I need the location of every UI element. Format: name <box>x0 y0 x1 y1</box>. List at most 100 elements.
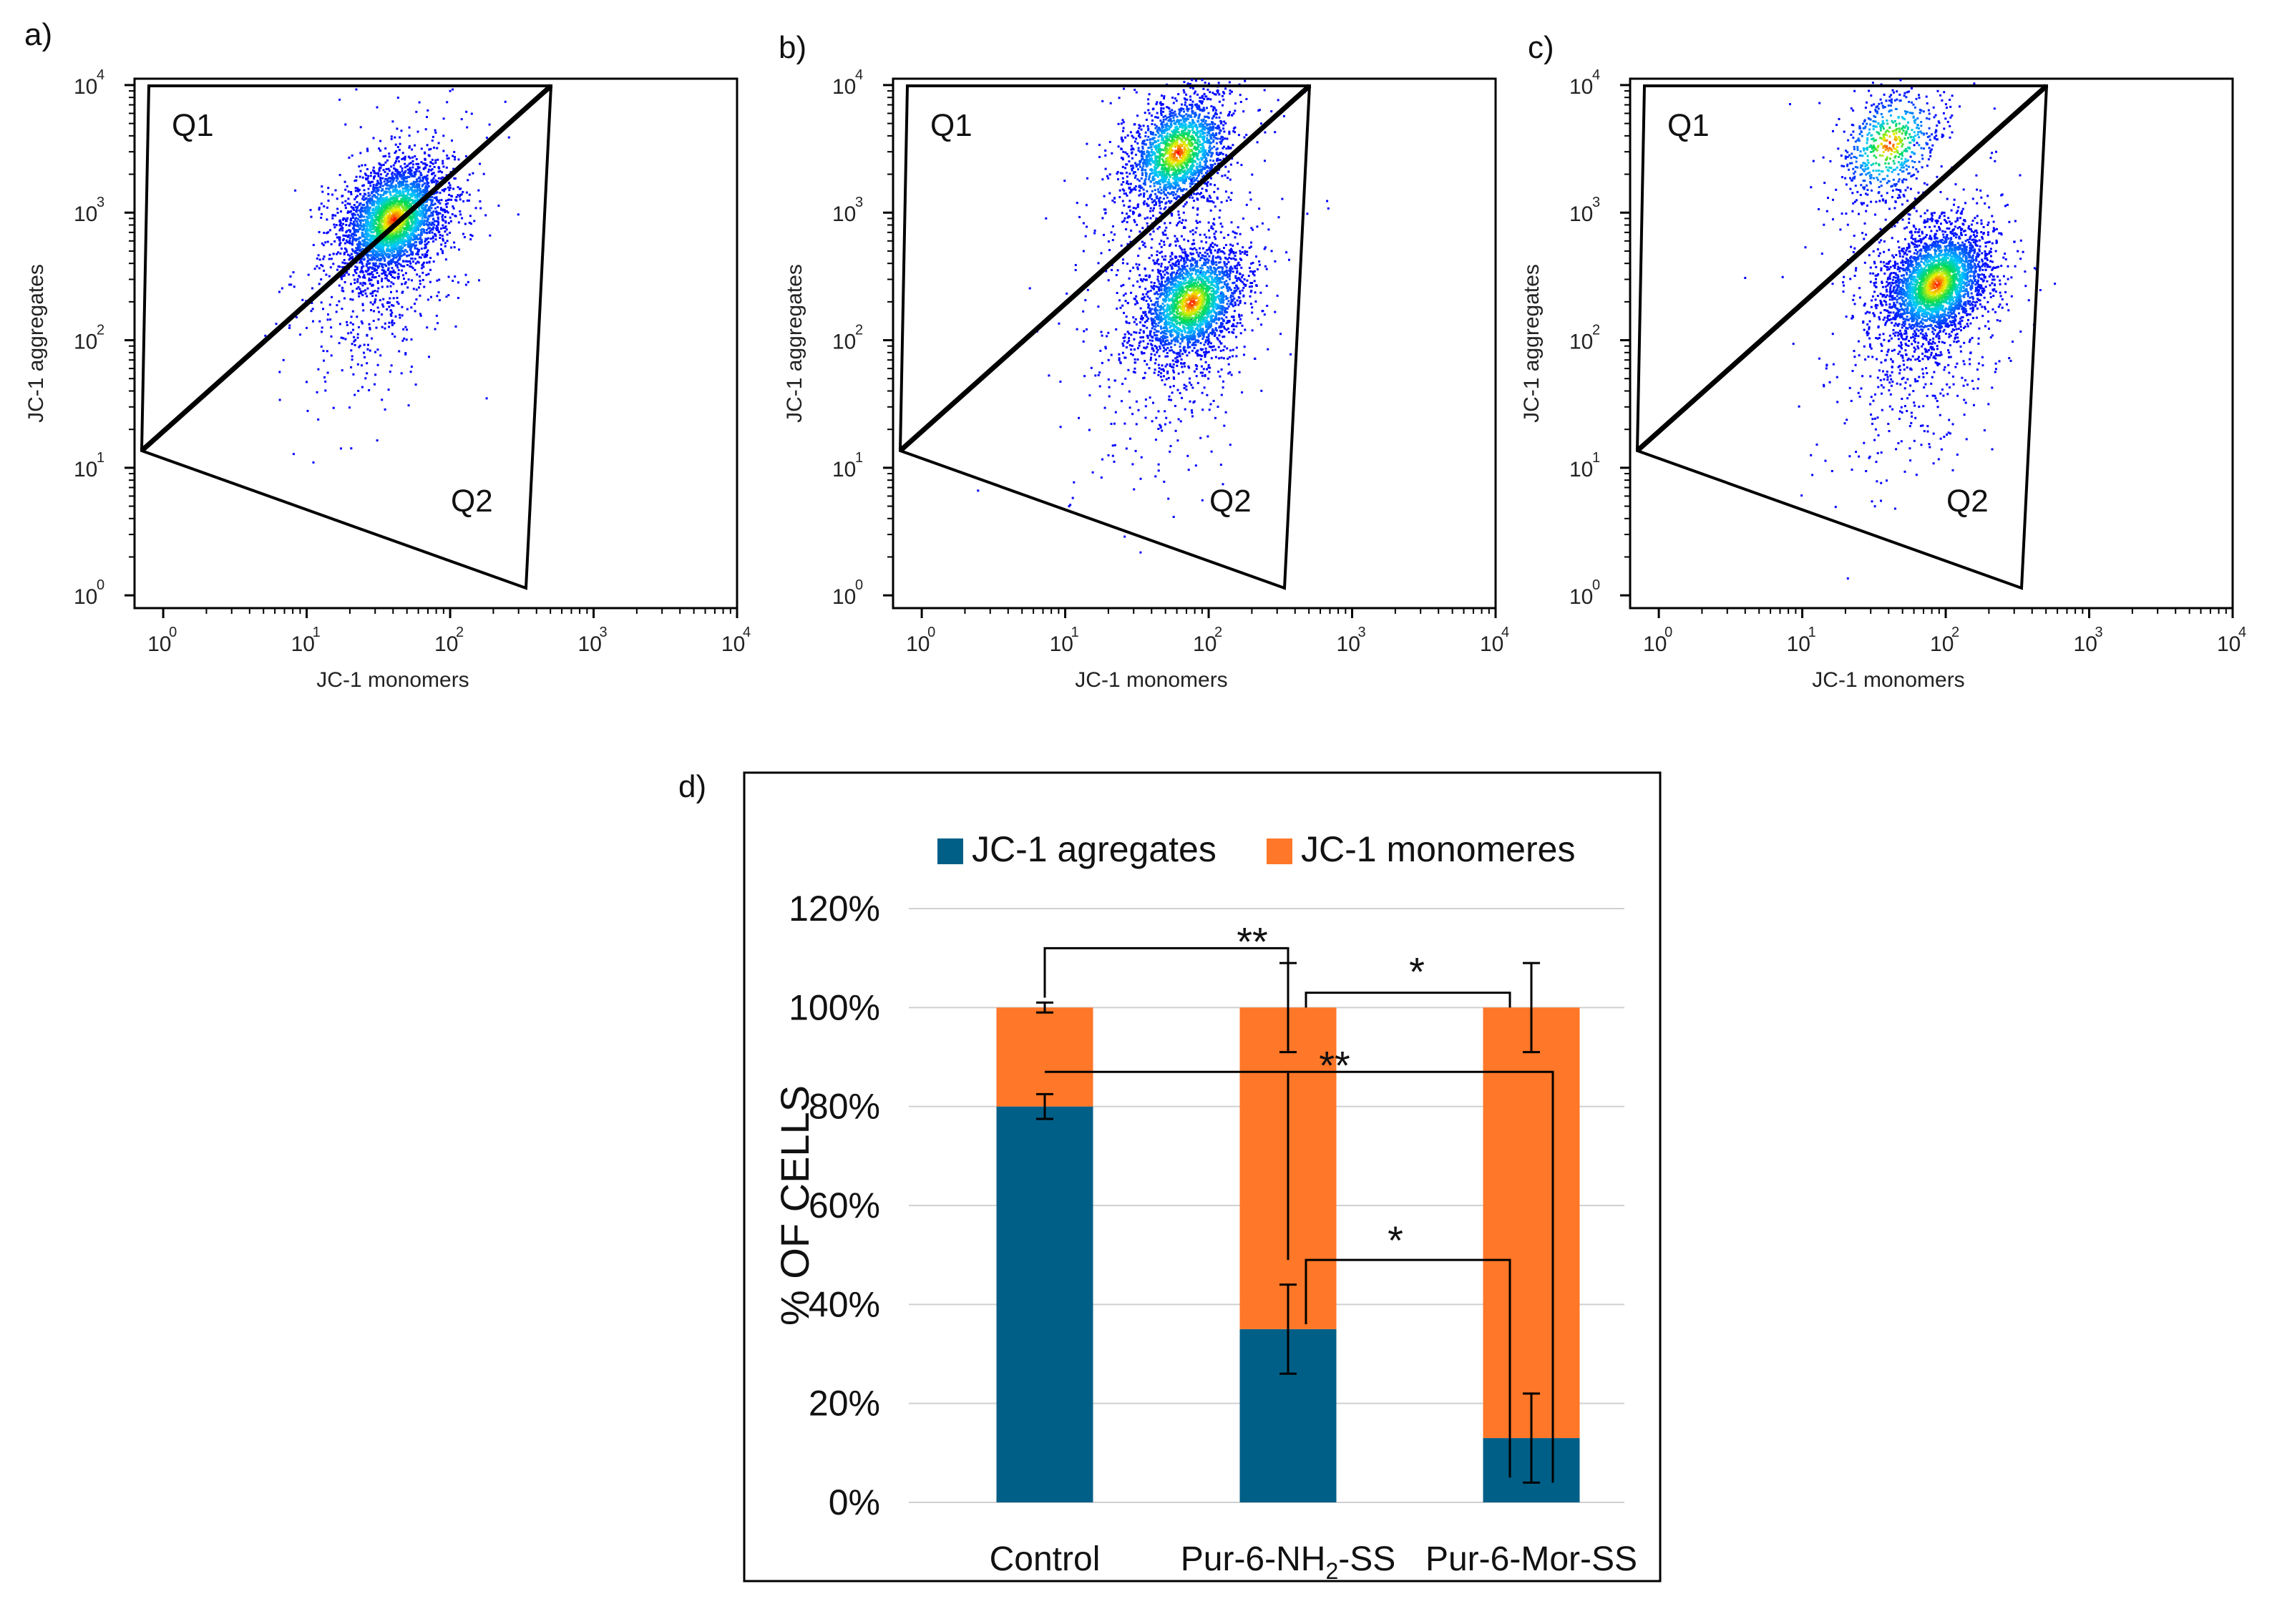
event-dot <box>1180 170 1182 172</box>
event-dot <box>361 239 364 242</box>
event-dot <box>409 170 411 172</box>
event-dot <box>399 313 401 316</box>
event-dot <box>359 245 361 248</box>
event-dot <box>1191 100 1194 103</box>
event-dot <box>1104 167 1107 170</box>
event-dot <box>1160 189 1163 192</box>
event-dot <box>327 200 330 202</box>
event-dot <box>429 257 432 259</box>
event-dot <box>404 185 407 188</box>
event-dot <box>356 207 359 210</box>
event-dot <box>379 263 381 265</box>
event-dot <box>401 222 404 225</box>
event-dot <box>454 215 457 217</box>
event-dot <box>372 320 375 322</box>
event-dot <box>350 210 352 212</box>
panel-c-letter: c) <box>1528 30 1554 65</box>
event-dot <box>1121 177 1124 180</box>
event-dot <box>1170 124 1173 127</box>
event-dot <box>386 268 389 271</box>
event-dot <box>358 209 361 212</box>
event-dot <box>1181 219 1184 222</box>
event-dot <box>395 207 398 210</box>
event-dot <box>1169 175 1171 178</box>
event-dot <box>1223 92 1226 95</box>
event-dot <box>416 213 419 216</box>
event-dot <box>404 157 406 160</box>
event-dot <box>1176 162 1179 165</box>
event-dot <box>1181 117 1184 120</box>
event-dot <box>364 356 366 358</box>
event-dot <box>383 271 385 273</box>
event-dot <box>414 262 417 265</box>
event-dot <box>1097 305 1100 308</box>
event-dot <box>1191 143 1194 145</box>
event-dot <box>420 147 423 150</box>
event-dot <box>404 158 406 161</box>
event-dot <box>410 237 413 239</box>
event-dot <box>411 279 413 282</box>
event-dot <box>389 272 391 275</box>
event-dot <box>403 222 406 225</box>
event-dot <box>424 185 427 187</box>
event-dot <box>1174 114 1176 117</box>
event-dot <box>447 157 450 160</box>
event-dot <box>404 352 407 355</box>
event-dot <box>1189 114 1192 117</box>
event-dot <box>402 195 405 198</box>
event-dot <box>399 204 402 207</box>
event-dot <box>459 198 462 201</box>
event-dot <box>376 228 379 230</box>
event-dot <box>507 136 510 139</box>
event-dot <box>391 178 394 181</box>
event-dot <box>361 294 364 296</box>
event-dot <box>391 267 394 270</box>
event-dot <box>1182 89 1185 92</box>
event-dot <box>373 213 375 216</box>
event-dot <box>1174 185 1177 188</box>
event-dot <box>517 213 520 216</box>
event-dot <box>434 159 437 162</box>
event-dot <box>346 230 348 233</box>
event-dot <box>1189 86 1192 89</box>
event-dot <box>467 280 469 283</box>
event-dot <box>1156 175 1159 178</box>
event-dot <box>363 203 366 206</box>
event-dot <box>1196 147 1199 150</box>
event-dot <box>341 261 344 264</box>
event-dot <box>384 190 386 193</box>
event-dot <box>359 202 362 205</box>
event-dot <box>1125 163 1128 166</box>
event-dot <box>419 313 421 315</box>
event-dot <box>1125 228 1128 230</box>
event-dot <box>365 233 368 235</box>
event-dot <box>1149 138 1152 141</box>
event-dot <box>384 273 387 276</box>
event-dot <box>1174 122 1176 124</box>
event-dot <box>318 206 321 209</box>
y-axis-label: JC-1 aggregates <box>24 264 48 423</box>
event-dot <box>1176 190 1179 193</box>
event-dot <box>1137 150 1140 152</box>
event-dot <box>390 281 393 284</box>
event-dot <box>1185 201 1188 204</box>
event-dot <box>399 213 401 215</box>
event-dot <box>403 337 406 340</box>
event-dot <box>1208 140 1211 143</box>
event-dot <box>452 88 454 91</box>
event-dot <box>388 321 391 324</box>
event-dot <box>410 192 412 195</box>
event-dot <box>321 242 323 245</box>
event-dot <box>426 116 428 119</box>
event-dot <box>1162 137 1164 140</box>
event-dot <box>421 195 424 198</box>
event-dot <box>417 213 420 216</box>
event-dot <box>361 270 364 273</box>
event-dot <box>415 110 418 113</box>
event-dot <box>403 278 405 280</box>
event-dot <box>351 216 354 219</box>
event-dot <box>1188 156 1191 158</box>
event-dot <box>351 255 354 258</box>
event-dot <box>1174 193 1177 196</box>
event-dot <box>396 212 399 215</box>
